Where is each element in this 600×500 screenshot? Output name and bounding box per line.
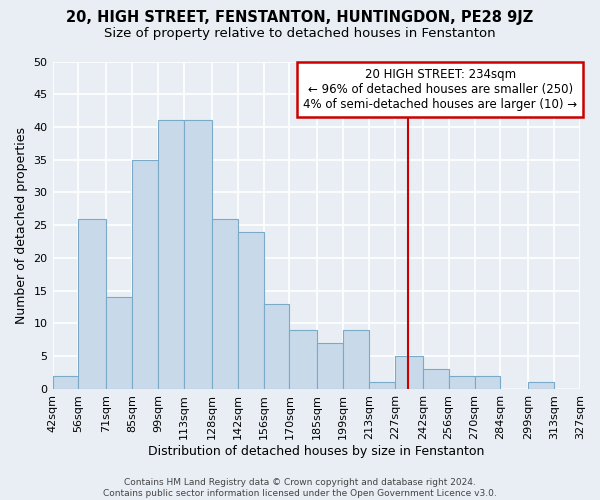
Bar	[212, 218, 238, 389]
Bar	[317, 343, 343, 389]
Bar	[184, 120, 212, 389]
X-axis label: Distribution of detached houses by size in Fenstanton: Distribution of detached houses by size …	[148, 444, 484, 458]
Bar	[289, 330, 317, 389]
Text: Size of property relative to detached houses in Fenstanton: Size of property relative to detached ho…	[104, 28, 496, 40]
Bar	[106, 298, 132, 389]
Bar	[528, 382, 554, 389]
Bar	[53, 376, 79, 389]
Bar	[132, 160, 158, 389]
Bar	[158, 120, 184, 389]
Text: 20, HIGH STREET, FENSTANTON, HUNTINGDON, PE28 9JZ: 20, HIGH STREET, FENSTANTON, HUNTINGDON,…	[67, 10, 533, 25]
Bar	[475, 376, 500, 389]
Text: 20 HIGH STREET: 234sqm
← 96% of detached houses are smaller (250)
4% of semi-det: 20 HIGH STREET: 234sqm ← 96% of detached…	[303, 68, 577, 111]
Bar	[263, 304, 289, 389]
Bar	[79, 218, 106, 389]
Bar	[369, 382, 395, 389]
Y-axis label: Number of detached properties: Number of detached properties	[15, 126, 28, 324]
Bar	[422, 370, 449, 389]
Text: Contains HM Land Registry data © Crown copyright and database right 2024.
Contai: Contains HM Land Registry data © Crown c…	[103, 478, 497, 498]
Bar	[343, 330, 369, 389]
Bar	[449, 376, 475, 389]
Bar	[238, 232, 263, 389]
Bar	[395, 356, 422, 389]
